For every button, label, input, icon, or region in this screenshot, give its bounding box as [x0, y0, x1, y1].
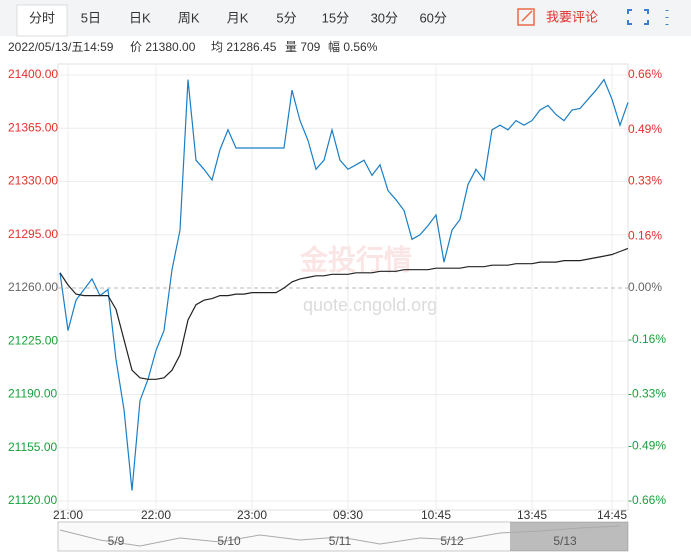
- y2-tick-label: 0.33%: [628, 174, 662, 188]
- tab[interactable]: 5日: [81, 10, 101, 25]
- comment-icon: [517, 8, 535, 26]
- tab[interactable]: 月K: [227, 10, 249, 25]
- navigator-label: 5/11: [329, 534, 352, 548]
- y-tick-label: 21155.00: [8, 440, 57, 454]
- y2-tick-label: -0.49%: [628, 438, 666, 452]
- y-tick-label: 21225.00: [8, 333, 58, 347]
- series-line: [59, 247, 629, 380]
- info-text: 量 709: [285, 40, 321, 54]
- tab[interactable]: 60分: [419, 10, 446, 25]
- tab-bar: [0, 0, 691, 36]
- tab[interactable]: 日K: [129, 10, 151, 25]
- y2-tick-label: -0.66%: [628, 493, 666, 507]
- navigator-label: 5/10: [217, 534, 241, 548]
- watermark: quote.cngold.org: [303, 295, 437, 315]
- tab[interactable]: 30分: [371, 10, 398, 25]
- y-tick-label: 21330.00: [8, 174, 58, 188]
- x-tick-label: 23:00: [237, 508, 267, 522]
- x-tick-label: 14:45: [597, 508, 627, 522]
- series-line: [59, 78, 629, 491]
- y-tick-label: 21365.00: [8, 120, 58, 134]
- plot-frame: [57, 63, 629, 511]
- x-tick-label: 22:00: [141, 508, 171, 522]
- navigator-label: 5/12: [440, 534, 464, 548]
- info-text: 2022/05/13/五14:59: [8, 40, 114, 54]
- tab[interactable]: 分时: [29, 10, 55, 25]
- comment-icon-pen: [521, 10, 533, 22]
- x-tick-label: 13:45: [517, 508, 547, 522]
- navigator-label: 5/9: [108, 534, 125, 548]
- x-tick-label: 09:30: [333, 508, 363, 522]
- tab[interactable]: 15分: [322, 10, 349, 25]
- tab[interactable]: 周K: [178, 10, 200, 25]
- y-tick-label: 21400.00: [8, 67, 58, 81]
- y-tick-label: 21120.00: [8, 493, 57, 507]
- info-text: 价 21380.00: [130, 40, 196, 54]
- info-text: 幅 0.56%: [328, 39, 378, 54]
- y2-tick-label: 0.49%: [628, 122, 662, 136]
- y2-tick-label: 0.66%: [628, 67, 662, 81]
- y-tick-label: 21260.00: [8, 280, 58, 294]
- y2-tick-label: 0.00%: [628, 280, 662, 294]
- info-text: 均 21286.45: [211, 40, 277, 54]
- fullscreen-icon[interactable]: [627, 9, 649, 25]
- tab[interactable]: 5分: [276, 10, 296, 25]
- x-tick-label: 21:00: [53, 508, 83, 522]
- navigator-label: 5/13: [553, 534, 577, 548]
- y2-tick-label: -0.16%: [628, 332, 666, 346]
- comment-button[interactable]: 我要评论: [546, 9, 598, 24]
- x-tick-label: 10:45: [421, 508, 451, 522]
- y2-tick-label: -0.33%: [628, 387, 666, 401]
- y-tick-label: 21295.00: [8, 227, 58, 241]
- active-tab: [16, 4, 68, 37]
- y2-tick-label: 0.16%: [628, 229, 662, 243]
- navigator-line: [59, 525, 621, 547]
- watermark: 金投行情: [299, 243, 412, 275]
- y-tick-label: 21190.00: [8, 387, 57, 401]
